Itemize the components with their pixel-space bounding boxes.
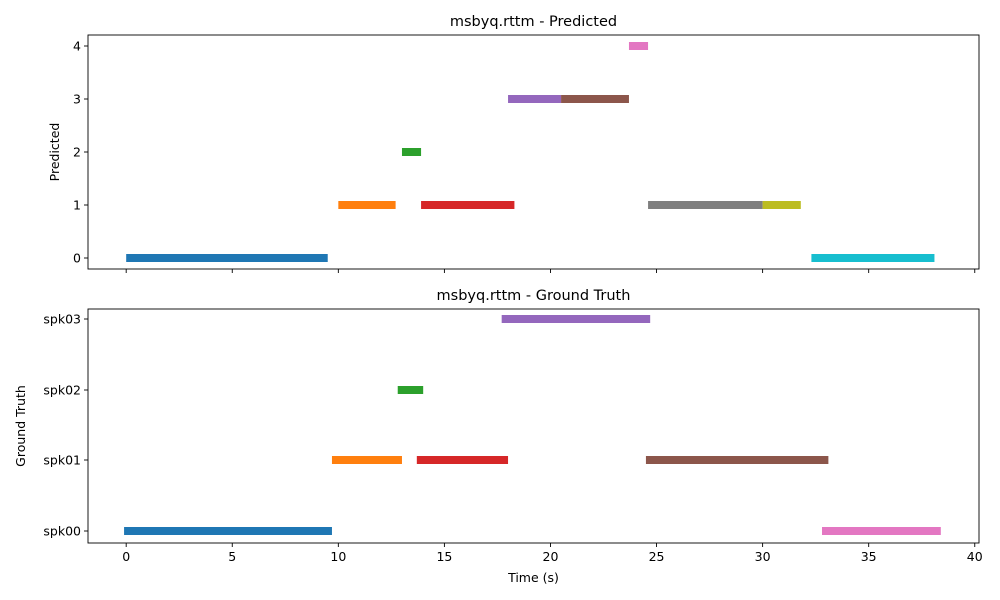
x-tick-label: 5: [228, 549, 236, 564]
segment-bar: [126, 254, 328, 262]
y-tick-label: 1: [73, 198, 81, 213]
segment-bar: [508, 95, 562, 103]
y-tick-label: spk01: [43, 453, 81, 468]
segment-bar: [124, 527, 332, 535]
segment-bar: [561, 95, 629, 103]
y-axis-label: Predicted: [47, 123, 62, 182]
segment-bar: [811, 254, 935, 262]
y-tick-label: 2: [73, 145, 81, 160]
segment-bar: [338, 201, 396, 209]
x-tick-label: 0: [122, 549, 130, 564]
y-tick-label: 3: [73, 92, 81, 107]
y-tick-label: 0: [73, 251, 81, 266]
x-tick-label: 40: [967, 549, 983, 564]
plot-frame: [87, 34, 980, 270]
segment-bar: [648, 201, 763, 209]
segment-bar: [762, 201, 801, 209]
x-tick-label: 10: [330, 549, 346, 564]
chart-title: msbyq.rttm - Predicted: [450, 14, 617, 30]
x-tick-label: 20: [543, 549, 559, 564]
x-tick-label: 15: [436, 549, 452, 564]
y-tick-label: 4: [73, 39, 81, 54]
segment-bar: [421, 201, 515, 209]
y-tick-label: spk02: [43, 383, 81, 398]
segment-bar: [628, 42, 649, 50]
segment-bar: [331, 456, 402, 464]
x-tick-label: 30: [755, 549, 771, 564]
segment-bar: [401, 148, 422, 156]
y-axis-label: Ground Truth: [13, 385, 28, 467]
segment-bar: [645, 456, 829, 464]
y-tick-label: spk03: [43, 312, 81, 327]
segment-bar: [501, 315, 651, 323]
chart-title: msbyq.rttm - Ground Truth: [437, 288, 631, 304]
segment-bar: [397, 386, 424, 394]
x-tick-label: 35: [861, 549, 877, 564]
y-tick-label: spk00: [43, 524, 81, 539]
plot-frame: [87, 308, 980, 544]
x-axis-label: Time (s): [507, 570, 559, 585]
segment-bar: [416, 456, 509, 464]
x-tick-label: 25: [649, 549, 665, 564]
segment-bar: [822, 527, 941, 535]
